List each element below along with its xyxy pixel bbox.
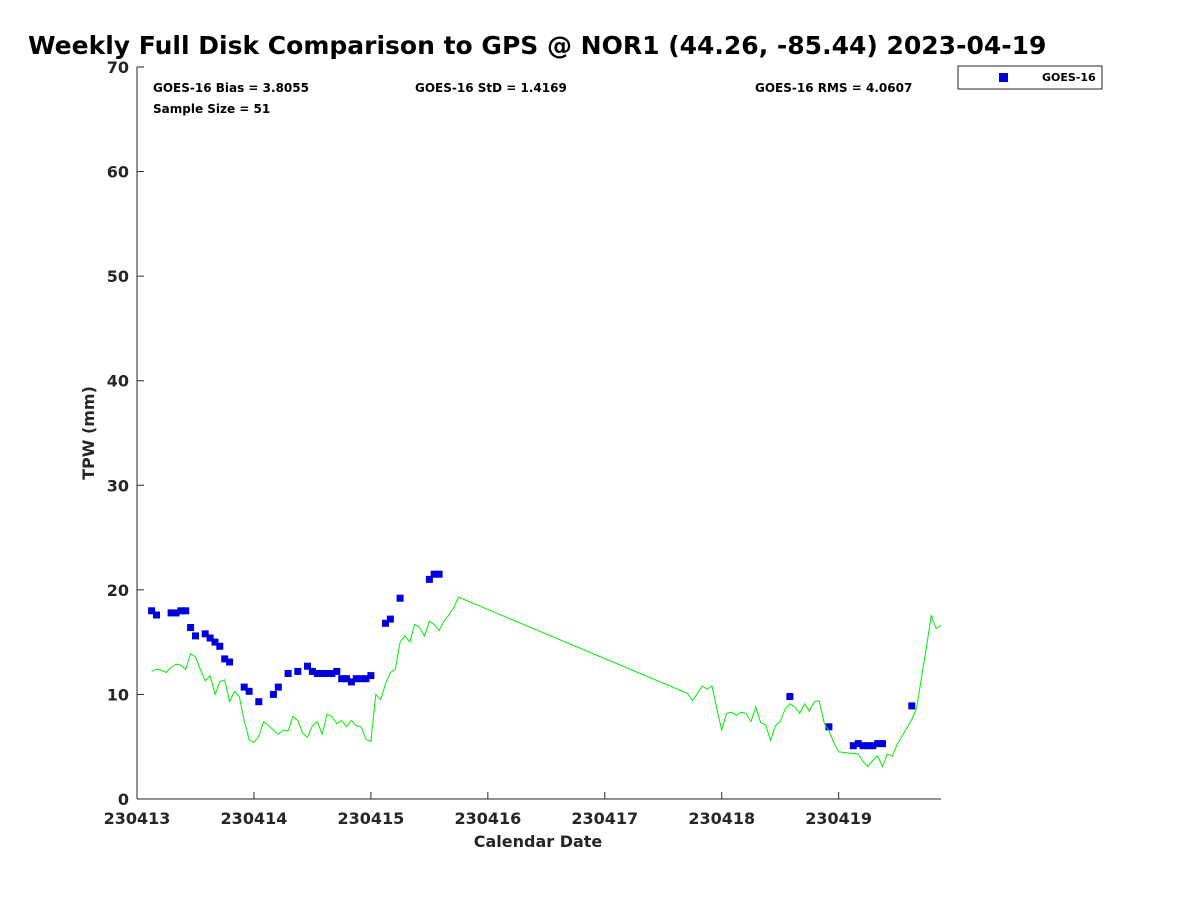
x-tick-label: 230416 [454, 809, 521, 828]
data-point [221, 655, 229, 663]
chart-title: Weekly Full Disk Comparison to GPS @ NOR… [28, 31, 1046, 60]
data-point [357, 675, 365, 683]
data-point [187, 624, 195, 631]
data-point [167, 609, 175, 617]
data-point [869, 742, 877, 750]
data-point [343, 675, 350, 683]
y-axis-label: TPW (mm) [79, 386, 98, 480]
data-point [347, 678, 355, 686]
plot-area: 230413 230414 230415 230416 230417 230418 2304… [104, 58, 942, 828]
data-point [182, 607, 190, 615]
stat-sample-size: Sample Size = 51 [153, 102, 270, 116]
y-tick-label: 20 [107, 581, 129, 600]
data-point [362, 675, 370, 683]
series-goes16-markers [148, 570, 916, 750]
data-point [874, 740, 882, 748]
stat-std: GOES-16 StD = 1.4169 [415, 81, 567, 95]
data-point [308, 667, 316, 675]
data-point [908, 702, 916, 710]
data-point [294, 667, 302, 675]
data-point [879, 740, 886, 748]
data-point [192, 632, 199, 640]
y-tick-label: 50 [107, 267, 129, 286]
plot-background [137, 67, 941, 799]
data-point [216, 642, 224, 650]
stats-annotations: GOES-16 Bias = 3.8055 GOES-16 StD = 1.41… [153, 81, 912, 116]
gps-tpw-line [151, 596, 942, 768]
y-axis-ticks: 0 10 20 30 40 50 60 70 [107, 58, 144, 809]
data-point [786, 693, 794, 700]
data-point [328, 670, 336, 677]
x-tick-label: 230413 [104, 809, 171, 828]
data-point [269, 690, 277, 698]
x-tick-label: 230414 [221, 809, 288, 828]
data-point [211, 638, 219, 646]
data-point [284, 670, 292, 677]
data-point [313, 670, 321, 677]
legend: GOES-16 [957, 65, 1103, 90]
x-tick-label: 230418 [688, 809, 755, 828]
legend-box [957, 65, 1103, 90]
data-point [849, 742, 857, 750]
data-point [386, 615, 394, 623]
x-tick-label: 230415 [337, 809, 404, 828]
y-tick-label: 70 [107, 58, 129, 77]
data-point [859, 742, 867, 750]
data-point [226, 658, 234, 666]
legend-label-goes16: GOES-16 [1042, 71, 1096, 84]
data-point [304, 662, 311, 670]
data-point [240, 683, 248, 691]
data-point [854, 740, 862, 748]
data-point [382, 619, 389, 627]
data-point [352, 675, 360, 683]
y-tick-label: 0 [118, 790, 129, 809]
y-tick-label: 10 [107, 685, 129, 704]
data-point [367, 672, 375, 680]
data-point [318, 670, 326, 677]
x-tick-label: 230419 [805, 809, 872, 828]
data-point [148, 607, 156, 615]
legend-marker-goes16 [999, 73, 1008, 82]
data-point [333, 667, 341, 675]
x-axis-label: Calendar Date [474, 832, 603, 851]
data-point [825, 723, 833, 731]
data-point [435, 570, 443, 578]
data-point [177, 607, 185, 615]
y-tick-label: 60 [107, 163, 129, 182]
data-point [425, 575, 433, 583]
data-point [206, 634, 214, 642]
y-tick-label: 30 [107, 476, 129, 495]
data-point [396, 594, 404, 602]
data-point [245, 687, 253, 695]
data-point [201, 630, 209, 638]
data-point [323, 670, 331, 677]
data-point [172, 609, 180, 617]
data-point [430, 570, 438, 578]
x-tick-label: 230417 [571, 809, 638, 828]
series-layer [148, 570, 942, 768]
data-point [153, 611, 160, 619]
x-axis-ticks: 230413 230414 230415 230416 230417 230418 2304… [104, 792, 872, 828]
data-point [864, 742, 872, 750]
data-point [274, 683, 282, 691]
data-point [338, 675, 346, 683]
stat-bias: GOES-16 Bias = 3.8055 [153, 81, 309, 95]
stat-rms: GOES-16 RMS = 4.0607 [755, 81, 912, 95]
data-point [255, 698, 263, 706]
y-tick-label: 40 [107, 372, 129, 391]
